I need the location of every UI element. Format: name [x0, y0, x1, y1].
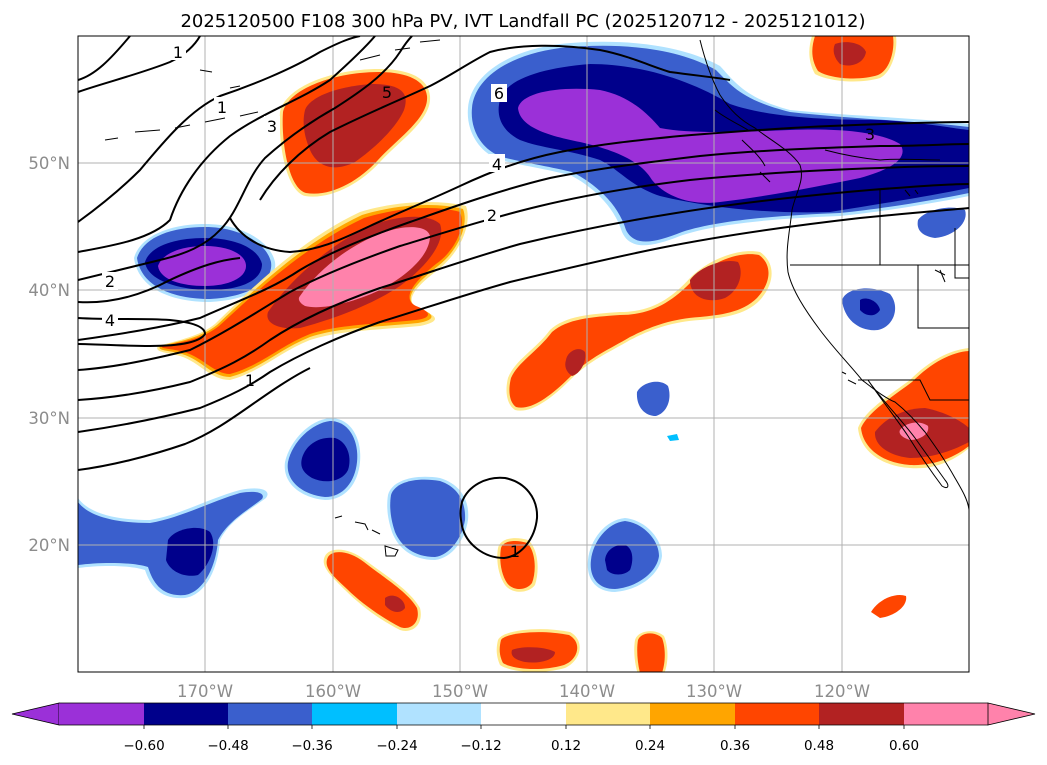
lon-tick-label: 120°W — [814, 682, 870, 701]
colorbar-tick-label: 0.60 — [889, 738, 919, 754]
graticule — [78, 36, 969, 672]
colorbar-tick-label: −0.36 — [291, 738, 332, 754]
colorbar-tick-label: −0.12 — [460, 738, 501, 754]
lon-tick-label: 170°W — [177, 682, 233, 701]
pv-label: 1 — [217, 98, 227, 117]
pv-label: 1 — [245, 371, 255, 390]
pv-contour-labels: 1 1 3 5 6 4 2 2 4 1 3 1 — [102, 42, 875, 561]
lon-tick-label: 140°W — [559, 682, 615, 701]
colorbar-tick-label: 0.24 — [635, 738, 665, 754]
pv-label: 5 — [382, 83, 392, 102]
colorbar-tick-label: −0.24 — [376, 738, 417, 754]
pv-label: 3 — [267, 117, 277, 136]
colorbar-tick-label: 0.12 — [551, 738, 581, 754]
pv-label: 3 — [865, 125, 875, 144]
lon-tick-label: 150°W — [432, 682, 488, 701]
pv-label: 6 — [494, 84, 504, 103]
colorbar-tick-label: 0.36 — [720, 738, 750, 754]
pv-label: 4 — [492, 155, 502, 174]
pv-label: 1 — [173, 43, 183, 62]
coastlines — [104, 39, 969, 557]
colorbar-swatch — [650, 703, 735, 725]
latitude-labels: 50°N 40°N 30°N 20°N — [28, 154, 70, 555]
lat-tick-label: 40°N — [28, 281, 70, 300]
colorbar-swatch — [397, 703, 481, 725]
colorbar-swatch — [228, 703, 312, 725]
colorbar-swatch — [819, 703, 904, 725]
colorbar-swatch — [312, 703, 397, 725]
north-america-west-coast — [699, 39, 969, 511]
pv-label: 2 — [105, 272, 115, 291]
pv-label: 1 — [510, 542, 520, 561]
colorbar-swatch — [481, 703, 566, 725]
lat-tick-label: 50°N — [28, 154, 70, 173]
pv-contour-closed-low — [459, 476, 539, 560]
figure-title: 2025120500 F108 300 hPa PV, IVT Landfall… — [180, 11, 865, 32]
pv-contours — [78, 36, 969, 560]
pv-label: 4 — [105, 311, 115, 330]
colorbar-max-extension — [987, 702, 1036, 726]
lon-tick-label: 160°W — [305, 682, 361, 701]
colorbar: −0.60 −0.48 −0.36 −0.24 −0.12 0.12 0.24 … — [11, 702, 1036, 754]
colorbar-swatch — [735, 703, 819, 725]
colorbar-tick-label: −0.48 — [207, 738, 248, 754]
colorbar-tick-label: 0.48 — [804, 738, 834, 754]
ivt-shading — [78, 36, 969, 672]
colorbar-min-extension — [11, 702, 60, 726]
lat-tick-label: 30°N — [28, 409, 70, 428]
map-frame — [77, 35, 970, 673]
colorbar-swatch — [904, 703, 988, 725]
lon-tick-label: 130°W — [686, 682, 742, 701]
colorbar-swatch — [566, 703, 650, 725]
lat-tick-label: 20°N — [28, 536, 70, 555]
colorbar-swatch — [59, 703, 144, 725]
colorbar-tick-label: −0.60 — [123, 738, 164, 754]
colorbar-swatch — [144, 703, 228, 725]
map-panel: 1 1 3 5 6 4 2 2 4 1 3 1 — [77, 35, 970, 673]
longitude-labels: 170°W 160°W 150°W 140°W 130°W 120°W — [177, 682, 870, 701]
pv-label: 2 — [487, 206, 497, 225]
